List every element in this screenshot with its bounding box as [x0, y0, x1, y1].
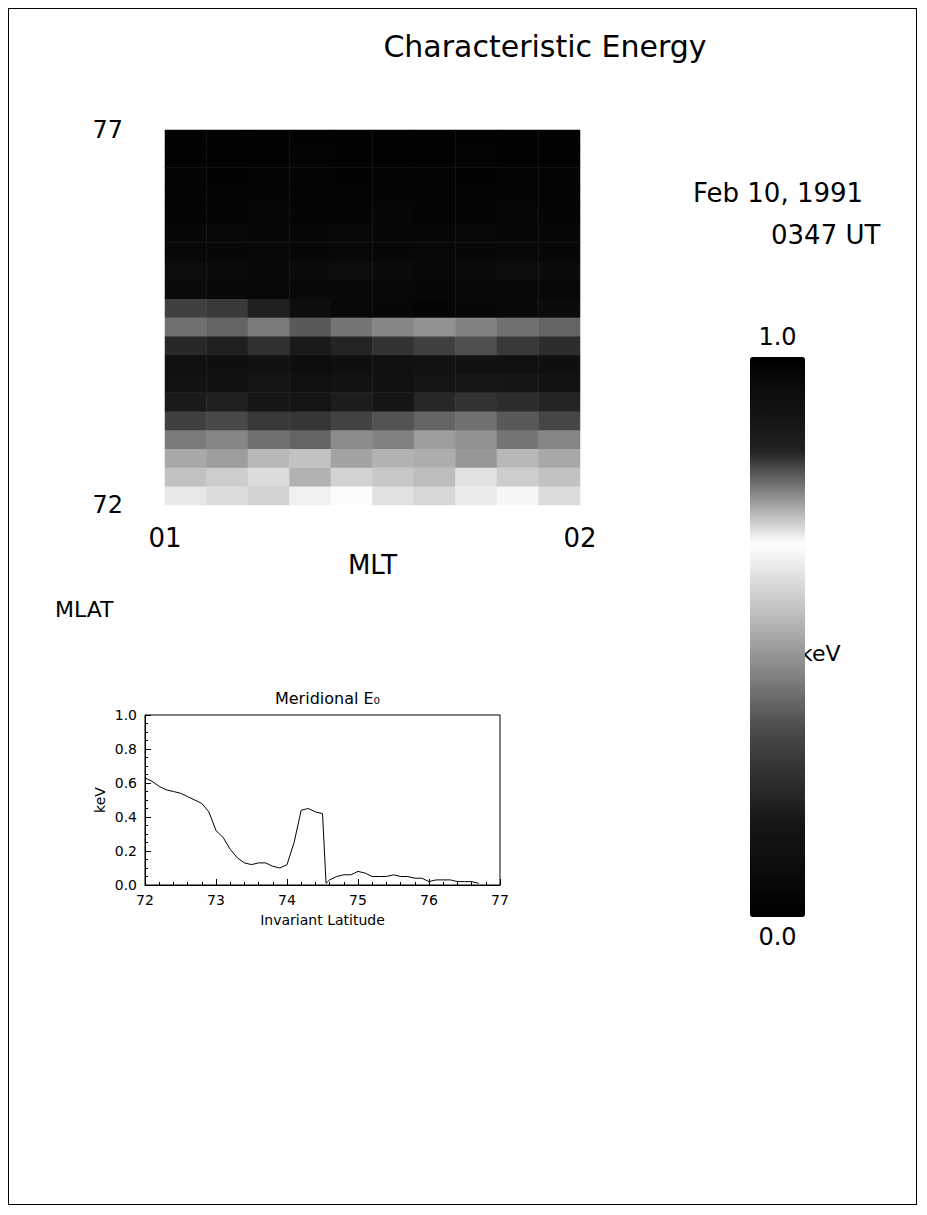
svg-text:72: 72 — [92, 491, 123, 519]
svg-text:01: 01 — [148, 523, 181, 553]
svg-text:keV: keV — [92, 787, 108, 813]
svg-text:77: 77 — [491, 892, 509, 908]
svg-text:1.0: 1.0 — [115, 707, 137, 723]
svg-text:0.4: 0.4 — [115, 809, 137, 825]
svg-text:0.6: 0.6 — [115, 775, 137, 791]
svg-text:0.0: 0.0 — [758, 923, 796, 951]
svg-text:MLAT: MLAT — [55, 597, 114, 622]
svg-text:76: 76 — [420, 892, 438, 908]
svg-text:0347 UT: 0347 UT — [771, 220, 880, 250]
svg-text:Invariant Latitude: Invariant Latitude — [260, 912, 385, 928]
svg-text:0.2: 0.2 — [115, 843, 137, 859]
svg-text:MLT: MLT — [348, 550, 397, 580]
svg-text:75: 75 — [349, 892, 367, 908]
svg-text:Characteristic Energy: Characteristic Energy — [383, 29, 706, 64]
svg-text:74: 74 — [278, 892, 296, 908]
svg-text:77: 77 — [92, 116, 123, 144]
svg-text:keV: keV — [800, 641, 841, 666]
svg-text:0.0: 0.0 — [115, 877, 137, 893]
svg-text:02: 02 — [563, 523, 596, 553]
svg-text:1.0: 1.0 — [758, 323, 796, 351]
svg-text:73: 73 — [207, 892, 225, 908]
svg-text:Meridional E₀: Meridional E₀ — [275, 689, 380, 708]
svg-text:0.8: 0.8 — [115, 741, 137, 757]
svg-text:Feb 10, 1991: Feb 10, 1991 — [693, 178, 863, 208]
svg-text:72: 72 — [136, 892, 154, 908]
